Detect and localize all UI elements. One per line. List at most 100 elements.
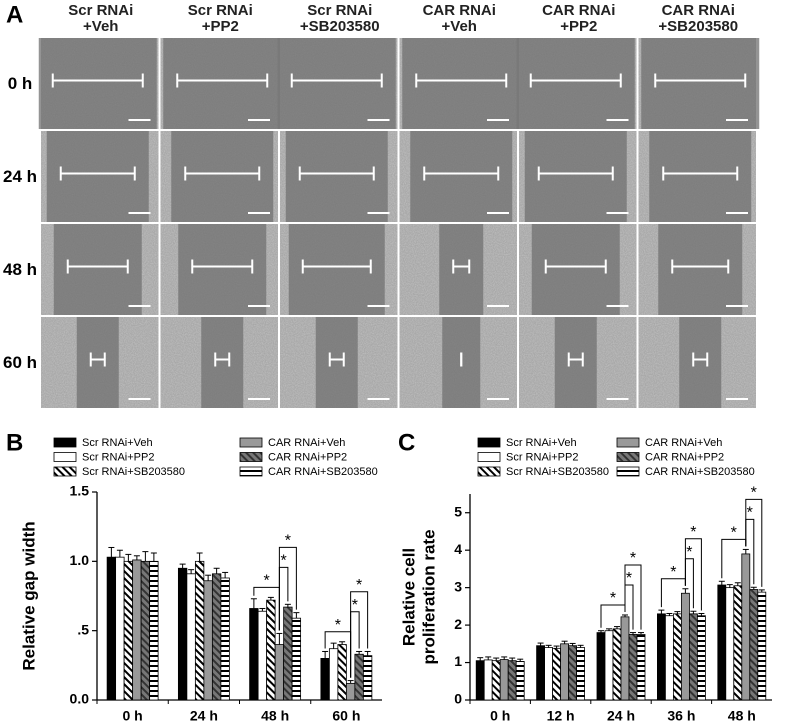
column-header: +SB203580: [658, 18, 738, 35]
bar: [320, 658, 330, 701]
y-axis-label: proliferation rate: [419, 529, 438, 664]
bar: [220, 577, 230, 701]
significance-label: *: [356, 577, 362, 594]
significance-bracket: [278, 546, 297, 631]
column-header: CAR RNAi: [423, 2, 496, 19]
bar: [149, 560, 159, 701]
y-tick-label: 5: [454, 503, 462, 519]
column-header: Scr RNAi: [188, 2, 253, 19]
wound-gap: [285, 131, 388, 222]
column-header: Scr RNAi: [307, 2, 372, 19]
bar: [576, 647, 585, 701]
bar: [328, 648, 339, 701]
legend-label: Scr RNAi+PP2: [506, 451, 578, 463]
legend-swatch: [239, 437, 263, 448]
wound-gap: [201, 317, 244, 408]
wound-gap: [554, 317, 597, 408]
bar: [657, 613, 666, 701]
legend-swatch: [616, 466, 640, 477]
wound-gap: [277, 38, 396, 129]
column-header: +SB203580: [300, 18, 380, 35]
significance-label: *: [690, 524, 696, 541]
wound-gap: [439, 224, 484, 315]
legend-label: CAR RNAi+PP2: [645, 451, 724, 463]
wound-gap: [76, 317, 119, 408]
wound-gap: [402, 38, 521, 129]
legend-swatch: [477, 437, 501, 448]
bar: [337, 644, 347, 701]
bar: [115, 556, 125, 701]
y-axis-label: Relative gap width: [19, 521, 38, 670]
bar: [123, 560, 134, 701]
bar: [636, 634, 646, 701]
bar: [725, 587, 735, 701]
bar: [475, 660, 485, 701]
significance-label: *: [686, 544, 692, 561]
column-header: +Veh: [442, 18, 477, 35]
y-tick-label: 0: [454, 691, 462, 707]
x-tick-label: 0 h: [490, 708, 510, 724]
x-tick-label: 24 h: [607, 708, 635, 724]
significance-label: *: [626, 570, 632, 587]
significance-label: *: [610, 590, 616, 607]
bar: [203, 580, 213, 701]
significance-label: *: [285, 533, 291, 550]
legend-label: CAR RNAi+SB203580: [645, 466, 755, 478]
legend-swatch: [53, 437, 77, 448]
x-tick-label: 48 h: [728, 708, 756, 724]
bar: [283, 606, 293, 701]
significance-label: *: [747, 505, 753, 522]
y-tick-label: 1.5: [70, 483, 90, 499]
y-tick-label: 1: [454, 653, 462, 669]
legend-swatch: [239, 452, 263, 462]
bar: [274, 644, 285, 701]
bar: [681, 592, 690, 701]
significance-bracket: [684, 538, 702, 611]
bar: [362, 655, 373, 701]
wound-gap: [46, 131, 149, 222]
bar: [665, 615, 674, 701]
wound-gap: [641, 38, 760, 129]
bar: [291, 617, 302, 701]
legend-label: Scr RNAi+Veh: [506, 437, 577, 449]
significance-label: *: [264, 573, 270, 590]
bar: [596, 632, 606, 701]
legend-label: Scr RNAi+Veh: [82, 437, 153, 449]
y-axis-label: Relative cell: [399, 548, 418, 646]
bar: [249, 608, 259, 701]
significance-label: *: [281, 553, 287, 570]
column-header: CAR RNAi: [662, 2, 735, 19]
legend-swatch: [477, 466, 501, 477]
column-header: CAR RNAi: [542, 2, 615, 19]
bar: [211, 573, 222, 701]
bar: [552, 647, 561, 701]
bar: [749, 589, 759, 701]
bar: [515, 661, 525, 701]
bar: [194, 560, 205, 701]
column-header: +PP2: [202, 18, 239, 35]
bar: [491, 660, 501, 701]
bar: [620, 616, 630, 701]
bar: [483, 659, 493, 701]
legend-swatch: [477, 452, 501, 462]
x-tick-label: 12 h: [547, 708, 575, 724]
bar: [345, 682, 356, 701]
wound-gap: [516, 38, 635, 129]
wound-gap: [315, 317, 358, 408]
y-tick-label: 0.0: [70, 691, 90, 707]
bar: [568, 645, 577, 701]
legend-label: CAR RNAi+Veh: [645, 437, 722, 449]
bar: [757, 591, 767, 701]
significance-label: *: [670, 564, 676, 581]
x-tick-label: 0 h: [123, 708, 143, 724]
wound-gap: [171, 131, 274, 222]
legend-swatch: [53, 466, 77, 477]
bar: [140, 560, 151, 701]
wound-gap: [649, 131, 752, 222]
wound-gap: [163, 38, 282, 129]
y-tick-label: 1.0: [70, 552, 90, 568]
bar: [177, 567, 188, 701]
legend-label: CAR RNAi+SB203580: [268, 466, 378, 478]
bar: [689, 613, 698, 701]
panel-label: C: [398, 429, 415, 456]
